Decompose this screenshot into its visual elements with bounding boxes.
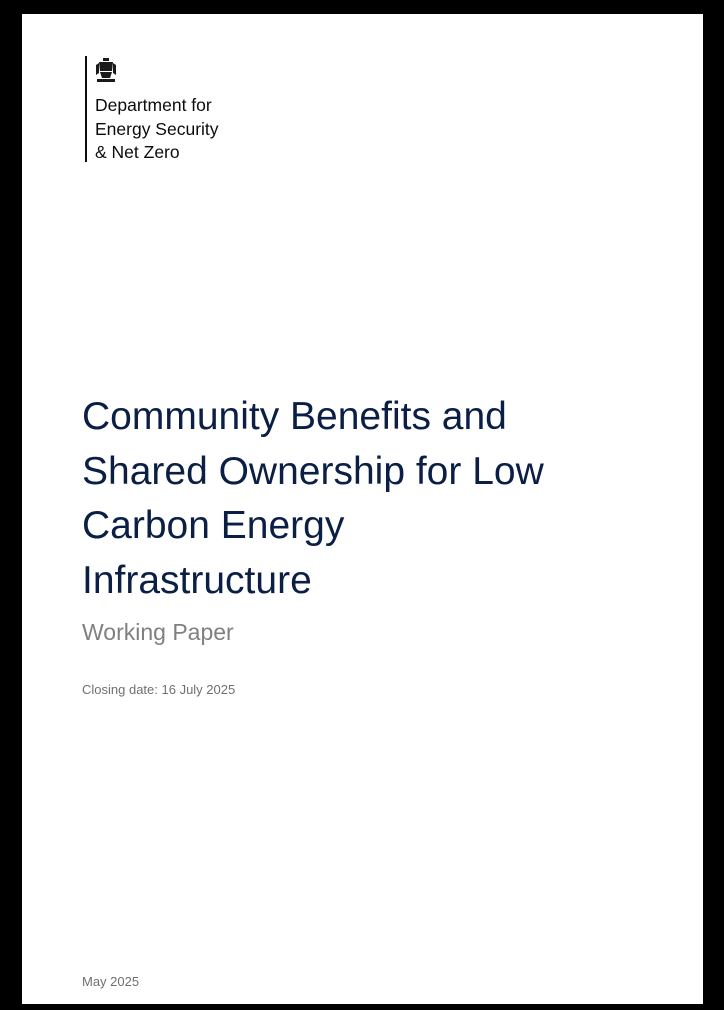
department-name: Department for Energy Security & Net Zer… xyxy=(95,94,219,165)
title-line: Carbon Energy xyxy=(82,504,345,547)
title-line: Infrastructure xyxy=(82,558,312,602)
subtitle: Working Paper xyxy=(82,619,234,645)
document-page: Department for Energy Security & Net Zer… xyxy=(22,14,703,1004)
title-line: Community Benefits and xyxy=(82,395,507,438)
publication-date: May 2025 xyxy=(82,974,140,989)
title-line: Shared Ownership for Low xyxy=(82,449,544,493)
department-line: Energy Security xyxy=(95,118,219,139)
logo-rule xyxy=(85,56,87,162)
document-title: Community Benefits and Shared Ownership … xyxy=(82,390,544,608)
department-line: & Net Zero xyxy=(95,142,180,162)
department-line: Department for xyxy=(95,95,212,115)
closing-date: Closing date: 16 July 2025 xyxy=(82,682,236,697)
royal-crest xyxy=(96,58,116,82)
